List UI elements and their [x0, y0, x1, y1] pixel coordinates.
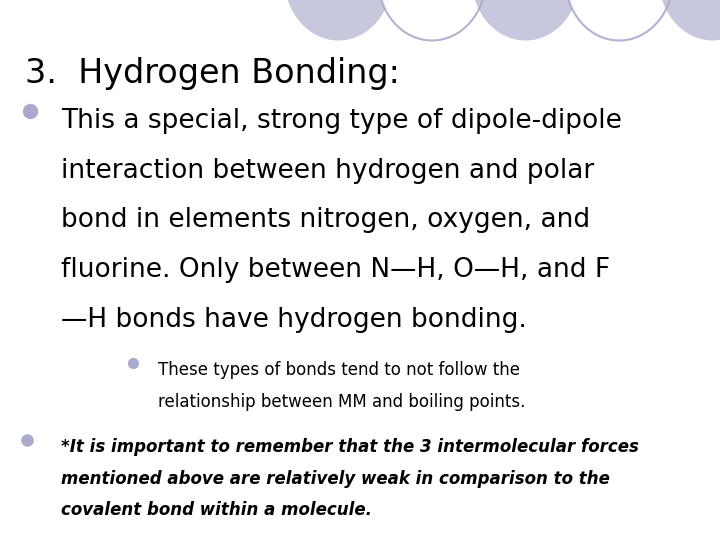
- Text: 3.  Hydrogen Bonding:: 3. Hydrogen Bonding:: [25, 57, 400, 90]
- Ellipse shape: [472, 0, 580, 40]
- Ellipse shape: [378, 0, 486, 40]
- Text: These types of bonds tend to not follow the: These types of bonds tend to not follow …: [158, 361, 521, 379]
- Text: —H bonds have hydrogen bonding.: —H bonds have hydrogen bonding.: [61, 307, 527, 333]
- Text: fluorine. Only between N—H, O—H, and F: fluorine. Only between N—H, O—H, and F: [61, 257, 611, 283]
- Ellipse shape: [565, 0, 673, 40]
- Text: *It is important to remember that the 3 intermolecular forces: *It is important to remember that the 3 …: [61, 438, 639, 456]
- Ellipse shape: [284, 0, 392, 40]
- Text: covalent bond within a molecule.: covalent bond within a molecule.: [61, 501, 372, 519]
- Text: bond in elements nitrogen, oxygen, and: bond in elements nitrogen, oxygen, and: [61, 207, 590, 233]
- Text: This a special, strong type of dipole-dipole: This a special, strong type of dipole-di…: [61, 108, 622, 134]
- Ellipse shape: [659, 0, 720, 40]
- Text: relationship between MM and boiling points.: relationship between MM and boiling poin…: [158, 393, 526, 411]
- Text: interaction between hydrogen and polar: interaction between hydrogen and polar: [61, 158, 595, 184]
- Text: mentioned above are relatively weak in comparison to the: mentioned above are relatively weak in c…: [61, 470, 610, 488]
